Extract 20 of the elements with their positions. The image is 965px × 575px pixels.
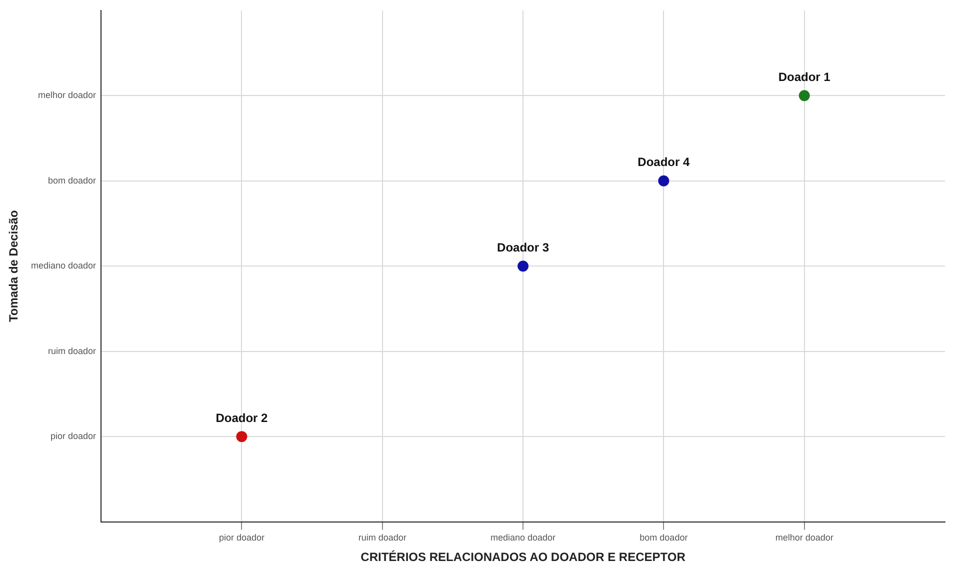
text: Tomada de Decisão bbox=[6, 210, 20, 322]
x-tick-label: melhor doador bbox=[775, 532, 834, 543]
point bbox=[236, 431, 248, 442]
annotation: Doador 2 bbox=[216, 410, 268, 425]
category-label: ruim doador bbox=[48, 346, 96, 356]
annotation: Doador 1 bbox=[778, 70, 831, 84]
x-tick-label: bom doador bbox=[640, 532, 688, 543]
category-label: melhor doador bbox=[38, 90, 96, 100]
annotation: Doador 4 bbox=[638, 155, 690, 170]
category-label: mediano doador bbox=[30, 260, 96, 271]
point bbox=[798, 90, 810, 102]
point bbox=[658, 175, 670, 186]
category-label: pior doador bbox=[50, 431, 96, 442]
annotation: Doador 3 bbox=[497, 240, 550, 254]
x-axis-title: CRITÉRIOS RELACIONADOS AO DOADOR E RECEPTOR bbox=[360, 550, 686, 564]
x-tick-label: mediano doador bbox=[490, 532, 556, 543]
x-tick-label: ruim doador bbox=[358, 532, 406, 543]
category-label: bom doador bbox=[48, 175, 96, 186]
point bbox=[518, 260, 529, 272]
x-tick-label: pior doador bbox=[218, 532, 264, 543]
